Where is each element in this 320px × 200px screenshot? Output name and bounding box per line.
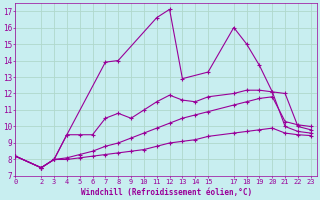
X-axis label: Windchill (Refroidissement éolien,°C): Windchill (Refroidissement éolien,°C) [81,188,252,197]
